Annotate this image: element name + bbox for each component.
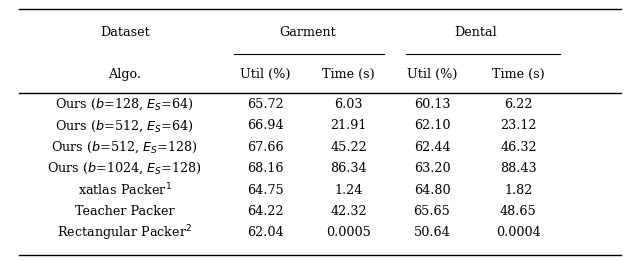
Text: Util (%): Util (%) — [407, 68, 457, 81]
Text: 66.94: 66.94 — [247, 119, 284, 132]
Text: Ours ($b$=512, $E_S$=128): Ours ($b$=512, $E_S$=128) — [51, 139, 198, 155]
Text: 6.03: 6.03 — [335, 98, 363, 111]
Text: 60.13: 60.13 — [413, 98, 451, 111]
Text: Dataset: Dataset — [100, 26, 150, 39]
Text: 64.22: 64.22 — [247, 205, 284, 218]
Text: 65.72: 65.72 — [247, 98, 284, 111]
Text: Ours ($b$=512, $E_S$=64): Ours ($b$=512, $E_S$=64) — [56, 118, 194, 134]
Text: Rectangular Packer$^2$: Rectangular Packer$^2$ — [58, 223, 192, 243]
Text: 0.0005: 0.0005 — [326, 226, 371, 239]
Text: Dental: Dental — [454, 26, 497, 39]
Text: 23.12: 23.12 — [500, 119, 537, 132]
Text: Ours ($b$=1024, $E_S$=128): Ours ($b$=1024, $E_S$=128) — [47, 161, 202, 176]
Text: 62.10: 62.10 — [413, 119, 451, 132]
Text: 50.64: 50.64 — [413, 226, 451, 239]
Text: Algo.: Algo. — [108, 68, 141, 81]
Text: Util (%): Util (%) — [241, 68, 291, 81]
Text: 88.43: 88.43 — [500, 162, 537, 175]
Text: 63.20: 63.20 — [413, 162, 451, 175]
Text: 64.75: 64.75 — [247, 183, 284, 197]
Text: 48.65: 48.65 — [500, 205, 537, 218]
Text: 62.04: 62.04 — [247, 226, 284, 239]
Text: 64.80: 64.80 — [413, 183, 451, 197]
Text: Time (s): Time (s) — [323, 68, 375, 81]
Text: 21.91: 21.91 — [331, 119, 367, 132]
Text: Time (s): Time (s) — [492, 68, 545, 81]
Text: Garment: Garment — [279, 26, 335, 39]
Text: 67.66: 67.66 — [247, 141, 284, 154]
Text: 45.22: 45.22 — [330, 141, 367, 154]
Text: 1.24: 1.24 — [335, 183, 363, 197]
Text: 86.34: 86.34 — [330, 162, 367, 175]
Text: Teacher Packer: Teacher Packer — [75, 205, 175, 218]
Text: 68.16: 68.16 — [247, 162, 284, 175]
Text: 0.0004: 0.0004 — [496, 226, 541, 239]
Text: 6.22: 6.22 — [504, 98, 532, 111]
Text: 1.82: 1.82 — [504, 183, 532, 197]
Text: Ours ($b$=128, $E_S$=64): Ours ($b$=128, $E_S$=64) — [56, 97, 194, 112]
Text: 46.32: 46.32 — [500, 141, 537, 154]
Text: 65.65: 65.65 — [413, 205, 451, 218]
Text: 62.44: 62.44 — [413, 141, 451, 154]
Text: xatlas Packer$^1$: xatlas Packer$^1$ — [78, 182, 172, 198]
Text: 42.32: 42.32 — [330, 205, 367, 218]
